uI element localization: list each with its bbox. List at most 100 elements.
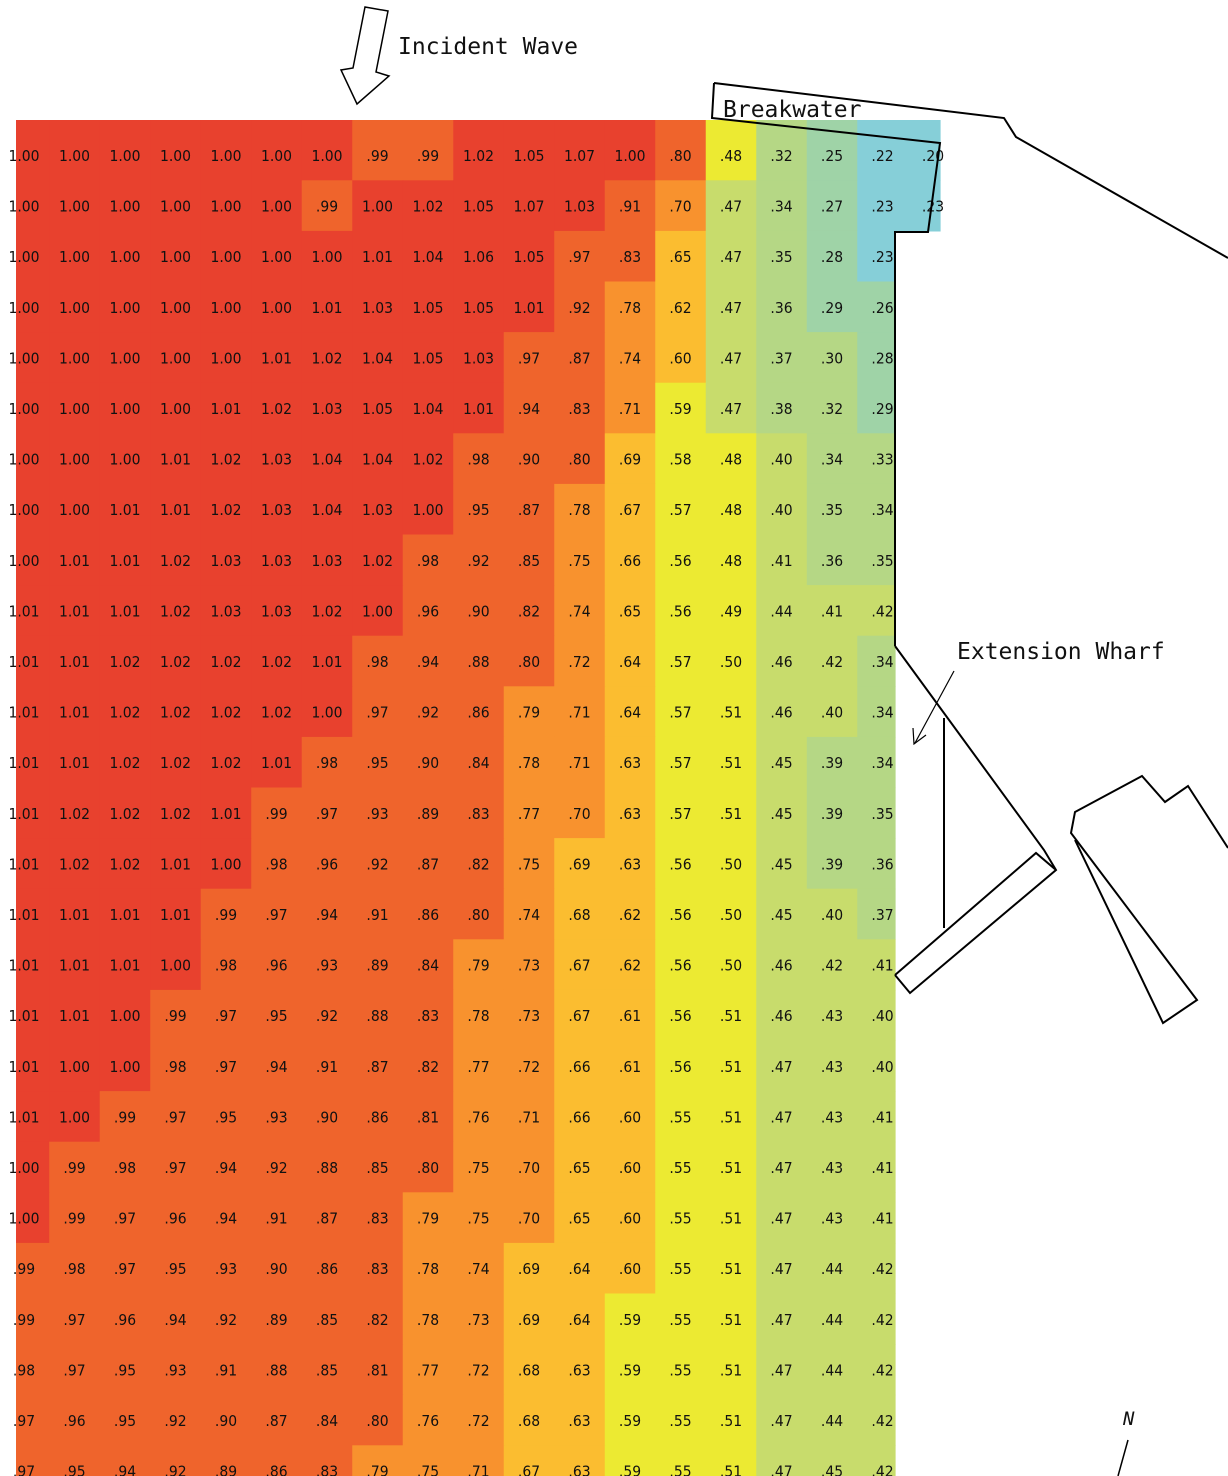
grid-value: .98	[417, 552, 439, 570]
contour-cell	[352, 1091, 404, 1143]
contour-cell	[16, 1040, 50, 1092]
grid-value: .56	[669, 552, 691, 570]
grid-value: .98	[164, 1058, 186, 1076]
grid-value: .97	[13, 1463, 35, 1476]
grid-value: 1.03	[362, 501, 393, 519]
grid-value: 1.03	[210, 552, 241, 570]
contour-cell	[251, 1141, 303, 1193]
contour-cell	[604, 888, 656, 940]
contour-cell	[352, 120, 404, 181]
contour-cell	[16, 989, 50, 1042]
grid-value: .41	[871, 1108, 893, 1126]
grid-value: .92	[568, 299, 590, 317]
grid-value: .98	[265, 855, 287, 873]
grid-value: 1.02	[160, 805, 191, 823]
contour-cell	[99, 686, 151, 738]
grid-value: 1.01	[261, 754, 292, 772]
grid-value: .99	[164, 1007, 186, 1025]
grid-value: .27	[821, 198, 843, 216]
grid-value: 1.00	[109, 349, 140, 367]
grid-value: .89	[366, 957, 388, 975]
contour-cell	[402, 120, 454, 181]
contour-cell	[49, 888, 101, 940]
grid-value: .63	[568, 1463, 590, 1476]
contour-cell	[756, 433, 808, 485]
grid-value: .43	[821, 1007, 843, 1025]
grid-value: .96	[316, 855, 338, 873]
contour-cell	[857, 736, 896, 789]
contour-cell	[604, 1192, 656, 1244]
grid-value: .84	[417, 957, 439, 975]
grid-value: .42	[821, 653, 843, 671]
contour-cell	[857, 230, 896, 283]
contour-cell	[99, 483, 151, 536]
contour-cell	[251, 1293, 303, 1345]
contour-cell	[453, 1445, 505, 1476]
grid-value: .95	[366, 754, 388, 772]
grid-value: .64	[568, 1260, 590, 1278]
grid-value: .44	[821, 1412, 843, 1430]
grid-value: .72	[568, 653, 590, 671]
grid-value: .85	[518, 552, 540, 570]
contour-cell	[99, 1040, 151, 1092]
grid-value: 1.02	[210, 501, 241, 519]
incident-wave-label: Incident Wave	[398, 34, 578, 60]
grid-value: .22	[871, 147, 893, 165]
grid-value: 1.01	[109, 906, 140, 924]
grid-value: .46	[770, 653, 792, 671]
grid-value: .51	[720, 1361, 742, 1379]
contour-cell	[756, 989, 808, 1042]
grid-value: 1.00	[160, 248, 191, 266]
grid-value: 1.01	[8, 754, 39, 772]
grid-value: 1.00	[59, 400, 90, 418]
contour-cell	[756, 120, 808, 181]
contour-cell	[604, 1091, 656, 1143]
contour-cell	[150, 1394, 202, 1446]
contour-cell	[604, 1141, 656, 1193]
contour-cell	[301, 1040, 353, 1092]
contour-cell	[604, 281, 656, 333]
grid-value: 1.00	[261, 299, 292, 317]
contour-cell	[655, 120, 707, 181]
contour-cell	[806, 180, 858, 232]
grid-value: 1.01	[463, 400, 494, 418]
contour-cell	[301, 1141, 353, 1193]
contour-cell	[705, 1394, 757, 1446]
grid-value: .73	[467, 1311, 489, 1329]
grid-value: .97	[114, 1210, 136, 1228]
contour-cell	[16, 534, 50, 586]
grid-value: .65	[568, 1159, 590, 1177]
grid-value: 1.05	[362, 400, 393, 418]
contour-cell	[150, 120, 202, 181]
grid-value: .92	[265, 1159, 287, 1177]
grid-value: .63	[568, 1361, 590, 1379]
contour-cell	[301, 180, 353, 232]
contour-cell	[554, 433, 606, 485]
contour-cell	[16, 1091, 50, 1143]
grid-value: 1.00	[8, 349, 39, 367]
contour-cell	[503, 1141, 555, 1193]
contour-cell	[352, 888, 404, 940]
contour-cell	[49, 534, 101, 586]
contour-cell	[99, 433, 151, 485]
grid-value: .28	[871, 349, 893, 367]
contour-cell	[857, 433, 896, 485]
grid-value: .99	[63, 1210, 85, 1228]
grid-value: .45	[821, 1463, 843, 1476]
contour-cell	[150, 382, 202, 434]
contour-cell	[200, 281, 252, 333]
grid-value: .43	[821, 1159, 843, 1177]
contour-cell	[251, 1192, 303, 1244]
grid-value: .83	[366, 1260, 388, 1278]
contour-cell	[655, 736, 707, 789]
contour-cell	[49, 1394, 101, 1446]
grid-value: .92	[215, 1311, 237, 1329]
contour-cell	[16, 1293, 50, 1345]
grid-value: 1.00	[160, 198, 191, 216]
grid-value: .94	[164, 1311, 186, 1329]
contour-cell	[150, 888, 202, 940]
grid-value: .63	[568, 1412, 590, 1430]
grid-value: .83	[568, 400, 590, 418]
grid-value: .92	[467, 552, 489, 570]
grid-value: 1.01	[160, 451, 191, 469]
